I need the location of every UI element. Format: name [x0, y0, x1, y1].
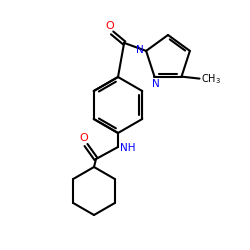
Text: NH: NH — [120, 143, 136, 153]
Text: N: N — [152, 78, 159, 88]
Text: O: O — [106, 21, 114, 31]
Text: N: N — [136, 45, 144, 55]
Text: O: O — [80, 133, 88, 143]
Text: CH$_3$: CH$_3$ — [200, 72, 220, 86]
